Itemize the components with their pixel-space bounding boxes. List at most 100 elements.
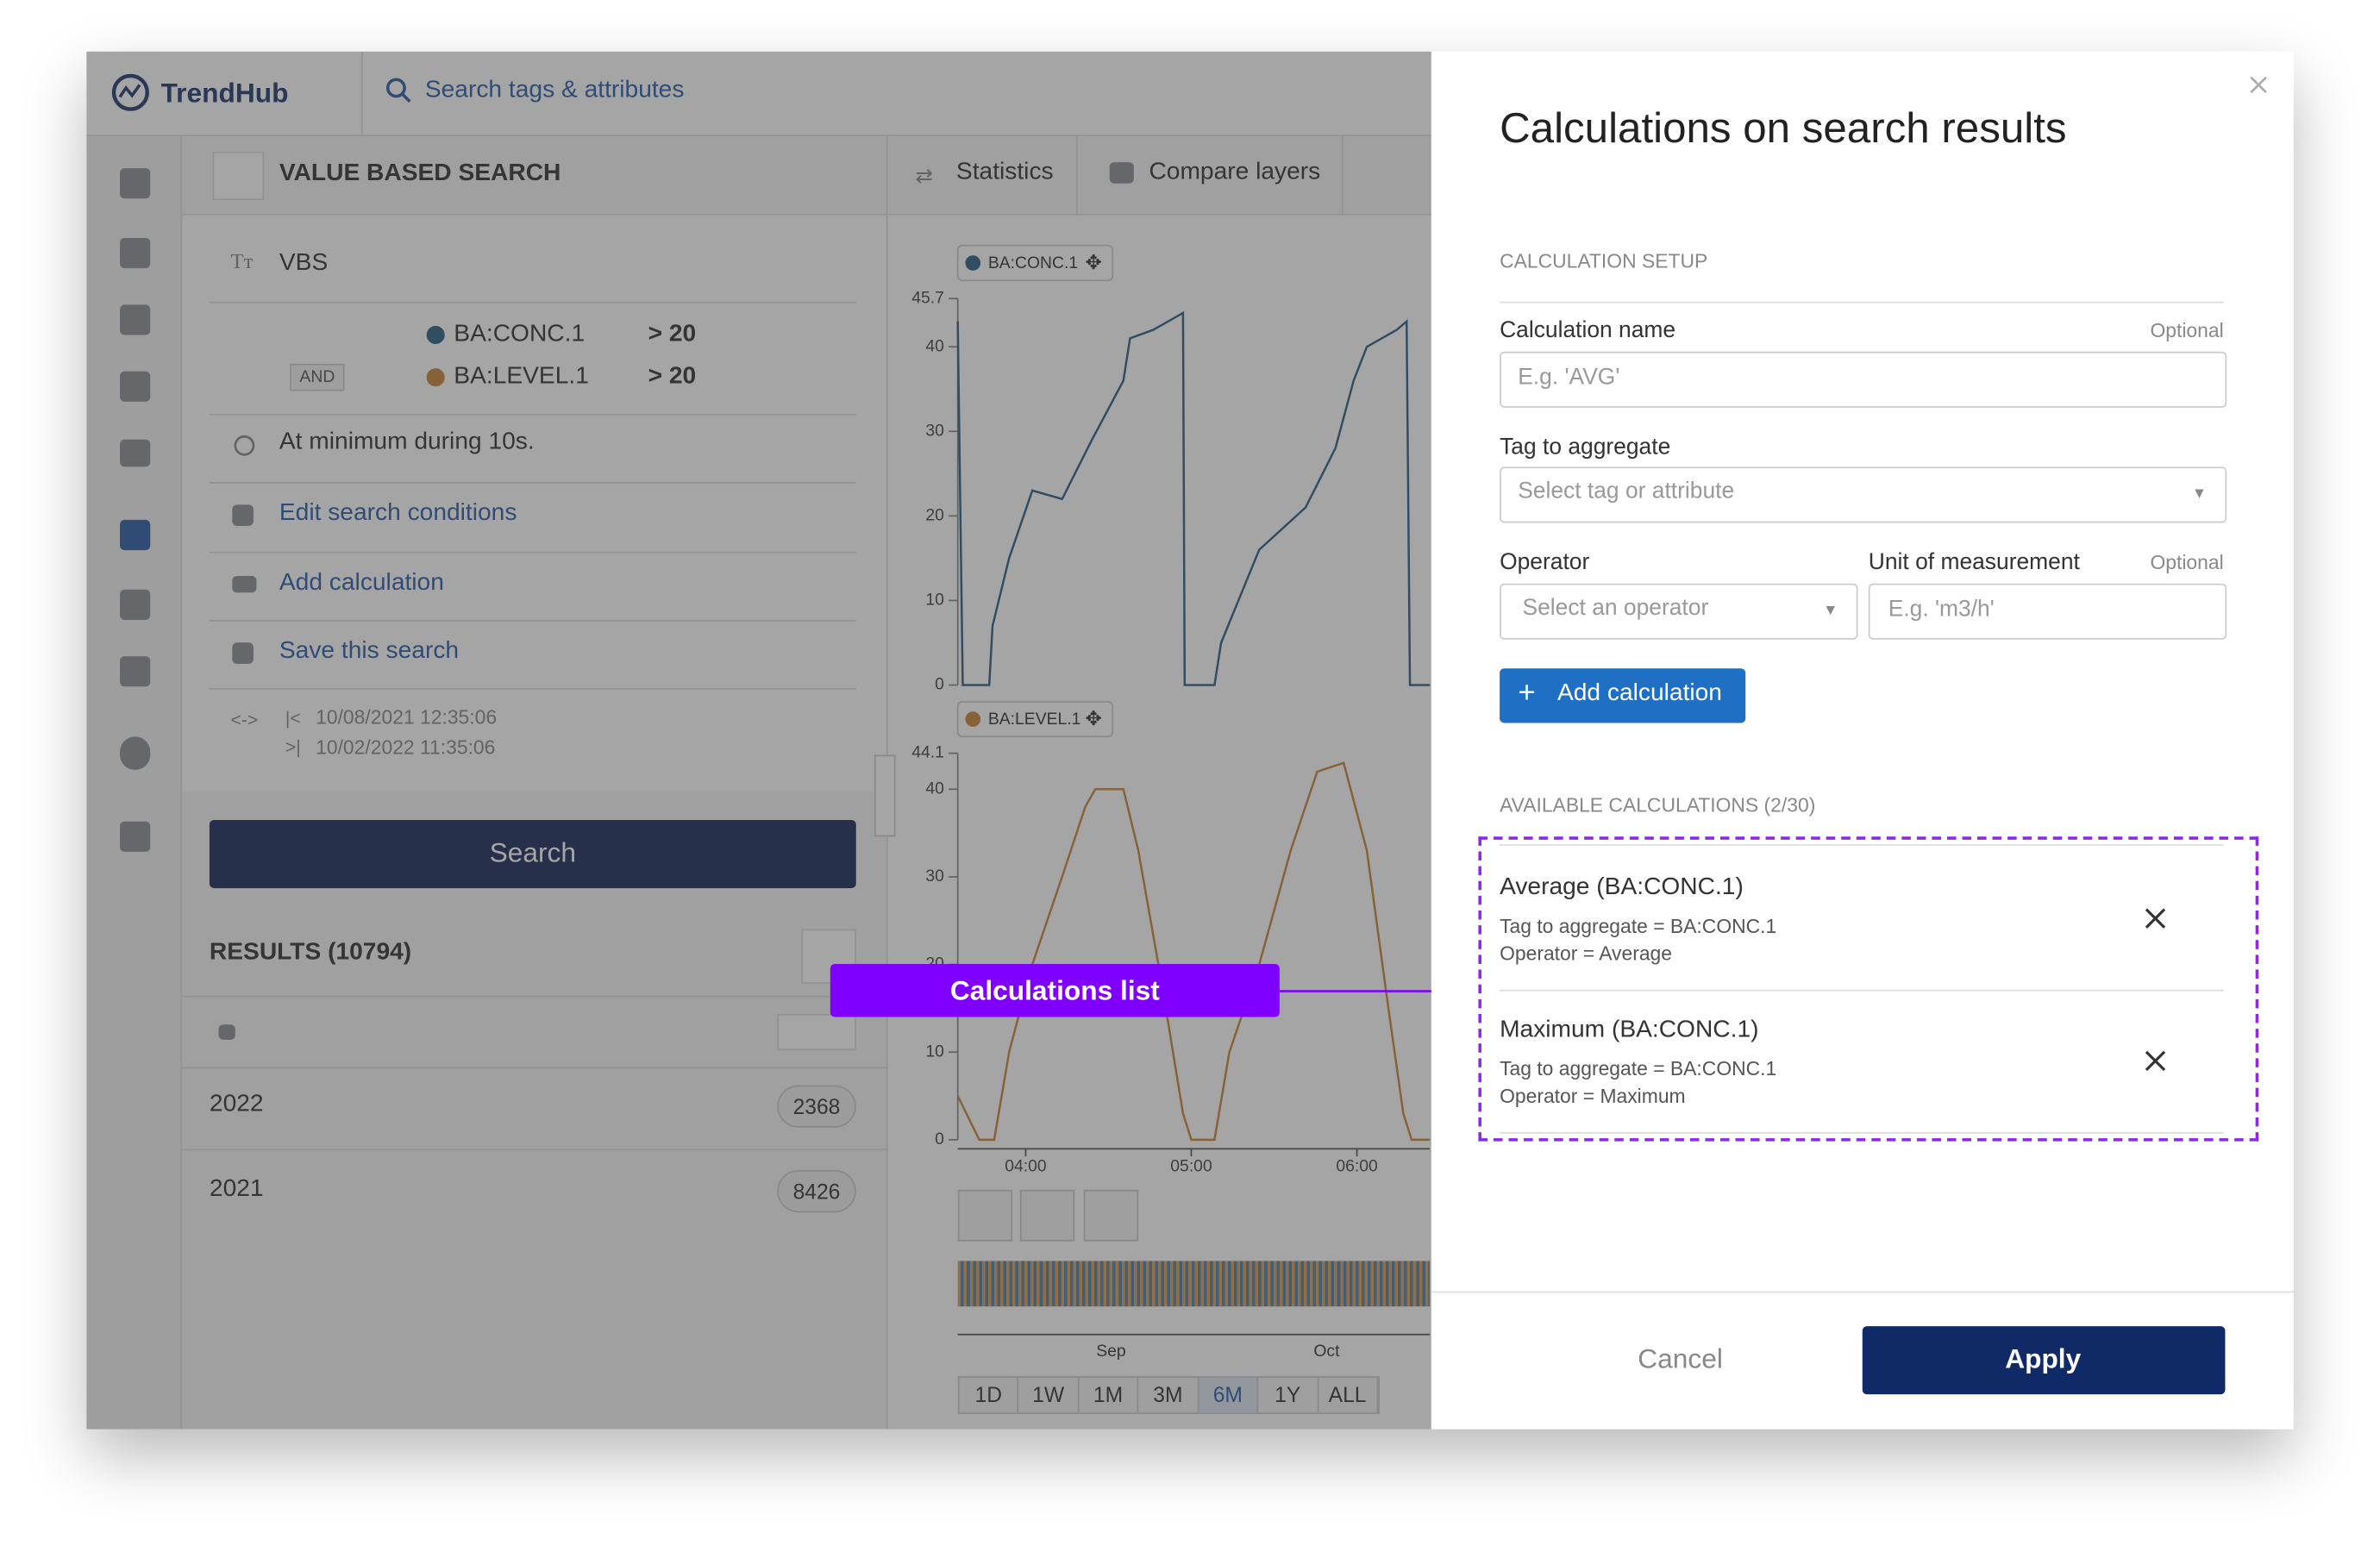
add-calculation-button[interactable] [1500,668,1746,723]
logo[interactable]: TrendHub [160,78,289,109]
modal [1431,51,2294,1430]
overview-label: Oct [1313,1342,1340,1361]
action-link[interactable]: Add calculation [279,569,444,596]
action-link[interactable]: Save this search [279,638,460,664]
icon-asset[interactable] [120,237,151,269]
y-tick-label: 40 [925,336,944,355]
search-input[interactable]: Search tags & attributes [424,77,685,103]
icon-comments[interactable] [120,371,151,402]
calculation-detail: Tag to aggregate = BA:CONC.1 [1500,1057,1777,1080]
legend-label: BA:CONC.1 [988,253,1078,272]
separator [1500,301,2224,304]
duration: At minimum during 10s. [279,429,535,455]
tag-dot [426,325,445,345]
annotation-label: Calculations list [949,975,1160,1006]
icon-bulb[interactable] [120,736,151,770]
y-tick-label: 20 [925,505,944,524]
x-tick-label: 04:00 [1005,1157,1046,1176]
range-button[interactable]: 6M [1199,1377,1259,1413]
separator [182,1148,886,1151]
button-label[interactable]: Add calculation [1556,680,1722,707]
tag-select[interactable] [1500,466,2227,523]
y-tick-label: 0 [935,1130,944,1148]
charts: 01020304045.7BA:CONC.1✥01020304044.104:0… [911,244,1431,1176]
result-label[interactable]: 2021 [209,1176,264,1202]
timer-icon [234,435,255,456]
y-tick-label: 10 [925,591,944,610]
icon-fingerprint[interactable] [120,656,151,687]
y-tick-label: 0 [935,675,944,694]
unit-input[interactable] [1868,583,2227,640]
apply-button[interactable] [1862,1326,2226,1395]
condition-tag: BA:CONC.1 [454,321,586,347]
placeholder: Select an operator [1522,594,1709,621]
legend-swatch [965,255,981,271]
section-heading: AVAILABLE CALCULATIONS (2/30) [1500,793,1816,817]
tab[interactable]: Compare layers [1149,159,1321,185]
icon-layers[interactable] [120,304,151,335]
icon-search[interactable] [120,519,151,551]
search-button[interactable] [209,819,856,889]
data-line [956,310,1431,686]
range-button[interactable]: 1Y [1258,1377,1318,1413]
remove-button[interactable] [2145,1050,2166,1072]
name-input[interactable] [1500,351,2227,408]
home-button[interactable] [212,151,265,201]
icon-tags[interactable] [120,168,151,199]
separator [182,995,886,998]
range-buttons: 1D 1W 1M 3M 6M 1Y ALL [957,1376,1381,1415]
count-badge [777,1085,856,1128]
calendar-button[interactable] [1019,1189,1075,1242]
save-icon [232,642,254,664]
modal-backdrop[interactable] [86,51,1431,1430]
legend-swatch [965,711,981,727]
separator [1500,1132,2224,1134]
calculation-title: Maximum (BA:CONC.1) [1500,1017,1759,1043]
divider [1075,136,1078,216]
time-button[interactable] [1083,1189,1139,1242]
search-name: VBS [279,250,329,276]
legend-move-icon: ✥ [1086,707,1102,729]
optional-hint: Optional [2150,550,2224,574]
operator-select[interactable] [1500,583,1858,640]
count-badge [777,1170,856,1213]
logo-icon [111,73,149,111]
splitter[interactable] [874,754,896,837]
search-icon [385,78,411,103]
tab[interactable]: Statistics [955,159,1054,185]
separator [209,688,856,690]
apply-label[interactable]: Apply [2005,1343,2082,1374]
nav-button[interactable] [957,1189,1013,1242]
calculation-detail: Operator = Maximum [1500,1084,1686,1108]
result-count: 8426 [792,1179,841,1204]
separator [1431,1291,2294,1293]
calculation-title: Average (BA:CONC.1) [1500,874,1744,901]
range-button[interactable]: 1D [959,1377,1019,1413]
placeholder: E.g. 'm3/h' [1888,596,1995,623]
result-label[interactable]: 2022 [209,1091,264,1117]
section-heading: CALCULATION SETUP [1500,249,1708,272]
icon-analytics[interactable] [120,821,151,852]
end-icon: >| [285,736,301,758]
x-tick-label: 06:00 [1336,1157,1377,1176]
range-button[interactable]: 1M [1079,1377,1139,1413]
start-date: 10/08/2021 12:35:06 [316,705,498,729]
remove-button[interactable] [2145,908,2166,929]
sort-buttons[interactable] [777,1013,856,1051]
range-button[interactable]: 3M [1139,1377,1199,1413]
cancel-button[interactable]: Cancel [1638,1343,1723,1374]
icon-filter[interactable] [120,589,151,620]
y-tick-label: 30 [925,421,944,440]
panel-title: VALUE BASED SEARCH [279,160,561,187]
overview-strip[interactable] [957,1261,1431,1307]
range-button[interactable]: 1W [1019,1377,1080,1413]
action-link[interactable]: Edit search conditions [279,500,517,526]
separator [209,619,856,622]
icon-dashboard[interactable] [120,439,151,467]
field-label: Tag to aggregate [1500,434,1671,460]
close-button[interactable] [2250,76,2268,94]
calc-icon [232,575,257,593]
search-button-label[interactable]: Search [489,837,577,868]
range-button[interactable]: ALL [1318,1377,1379,1413]
y-tick-label: 45.7 [911,288,944,307]
